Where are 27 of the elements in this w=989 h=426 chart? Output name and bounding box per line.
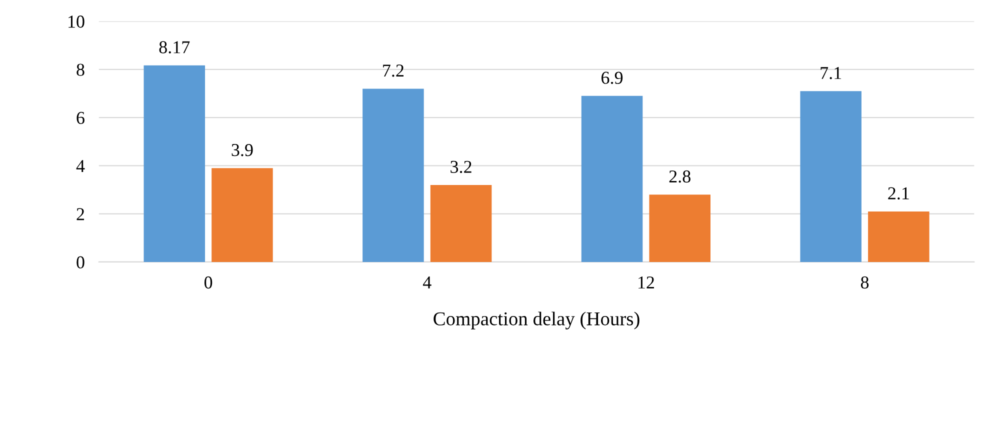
x-axis-title: Compaction delay (Hours) <box>434 312 640 330</box>
bar <box>362 88 424 262</box>
data-label: 6.9 <box>602 72 623 84</box>
x-tick-label: 12 <box>638 276 654 288</box>
bar <box>581 96 643 262</box>
bar <box>868 211 930 262</box>
y-tick-label: 10 <box>68 16 84 28</box>
y-tick-label: 8 <box>76 64 84 76</box>
bar <box>800 91 862 262</box>
x-tick-label: 8 <box>860 276 869 289</box>
data-label: 2.8 <box>669 170 690 183</box>
y-tick-label: 2 <box>76 208 84 220</box>
data-label: 8.17 <box>159 41 190 54</box>
x-tick-label: 0 <box>204 276 212 289</box>
bar <box>144 65 206 262</box>
data-label: 3.9 <box>232 144 253 156</box>
y-tick-label: 6 <box>76 112 84 124</box>
data-label: 7.2 <box>383 64 404 77</box>
y-tick-label: 0 <box>76 256 84 268</box>
bar <box>430 184 492 262</box>
data-label: 7.1 <box>820 67 842 80</box>
bar <box>649 194 710 262</box>
data-label: 2.1 <box>888 187 909 200</box>
data-label: 3.2 <box>450 160 472 174</box>
y-tick-label: 4 <box>76 160 85 172</box>
bar <box>212 168 273 262</box>
x-tick-label: 4 <box>422 276 432 288</box>
